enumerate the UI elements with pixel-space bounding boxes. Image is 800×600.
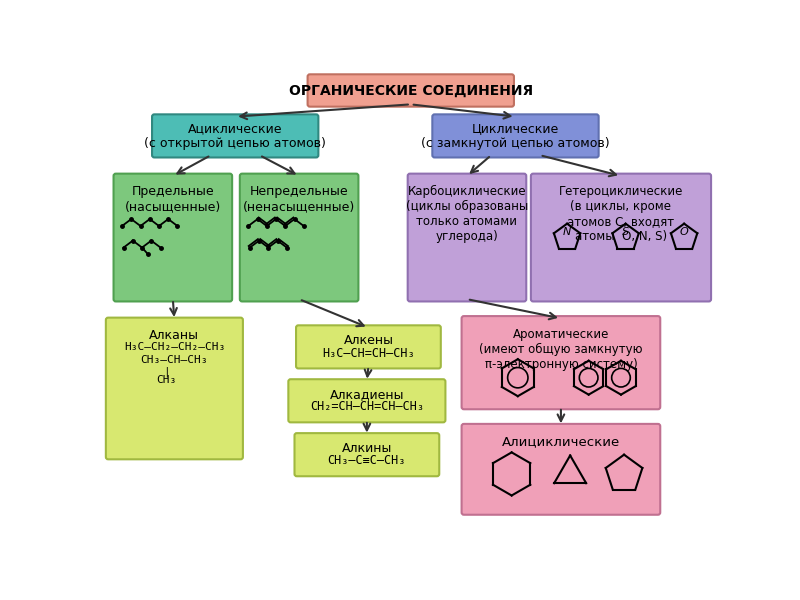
Text: Ароматические
(имеют общую замкнутую
π-электронную систему): Ароматические (имеют общую замкнутую π-э… <box>479 328 642 371</box>
Text: Циклические
(с замкнутой цепью атомов): Циклические (с замкнутой цепью атомов) <box>421 122 610 150</box>
Text: CH₃–CH–CH₃: CH₃–CH–CH₃ <box>141 355 208 365</box>
FancyBboxPatch shape <box>240 173 358 301</box>
Text: S: S <box>622 227 629 237</box>
Text: CH₃–C≡C–CH₃: CH₃–C≡C–CH₃ <box>328 454 406 467</box>
FancyBboxPatch shape <box>114 173 232 301</box>
FancyBboxPatch shape <box>462 316 660 409</box>
FancyBboxPatch shape <box>432 115 598 157</box>
FancyBboxPatch shape <box>462 424 660 515</box>
Text: CH₂=CH–CH=CH–CH₃: CH₂=CH–CH=CH–CH₃ <box>310 400 424 413</box>
Text: Алкены: Алкены <box>343 334 394 347</box>
FancyBboxPatch shape <box>531 173 711 301</box>
Text: Алициклические: Алициклические <box>502 436 620 448</box>
Text: Гетероциклические
(в циклы, кроме
атомов С, входят
атомы  O, N, S): Гетероциклические (в циклы, кроме атомов… <box>558 185 683 243</box>
Text: Непредельные
(ненасыщенные): Непредельные (ненасыщенные) <box>243 185 355 213</box>
Text: |: | <box>163 366 170 377</box>
FancyBboxPatch shape <box>296 325 441 368</box>
Text: H₃C–CH₂–CH₂–CH₃: H₃C–CH₂–CH₂–CH₃ <box>124 341 225 352</box>
FancyBboxPatch shape <box>288 379 446 422</box>
Text: ОРГАНИЧЕСКИЕ СОЕДИНЕНИЯ: ОРГАНИЧЕСКИЕ СОЕДИНЕНИЯ <box>289 83 533 97</box>
FancyBboxPatch shape <box>106 317 243 460</box>
Text: Алканы: Алканы <box>150 329 199 342</box>
Text: H₃C–CH=CH–CH₃: H₃C–CH=CH–CH₃ <box>322 347 414 359</box>
FancyBboxPatch shape <box>408 173 526 301</box>
Text: Ациклические
(с открытой цепью атомов): Ациклические (с открытой цепью атомов) <box>144 122 326 150</box>
Text: Алкадиены: Алкадиены <box>330 388 404 401</box>
Text: CH₃: CH₃ <box>157 376 177 385</box>
FancyBboxPatch shape <box>152 115 318 157</box>
Text: Предельные
(насыщенные): Предельные (насыщенные) <box>125 185 221 213</box>
Text: Алкины: Алкины <box>342 442 392 455</box>
Text: Карбоциклические
(циклы образованы
только атомами
углерода): Карбоциклические (циклы образованы тольк… <box>406 185 528 244</box>
FancyBboxPatch shape <box>307 74 514 107</box>
Text: O: O <box>680 227 689 237</box>
Text: N: N <box>563 227 571 237</box>
FancyBboxPatch shape <box>294 433 439 476</box>
